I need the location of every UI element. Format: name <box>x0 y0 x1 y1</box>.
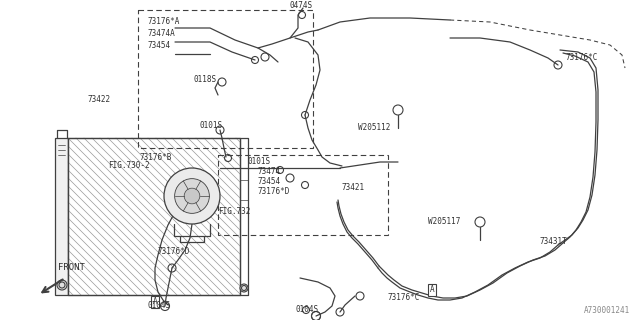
Text: FIG.730-2: FIG.730-2 <box>108 161 150 170</box>
Polygon shape <box>55 138 68 295</box>
Text: 73474: 73474 <box>258 167 281 177</box>
Text: 73474A: 73474A <box>148 29 176 38</box>
Bar <box>68 138 240 295</box>
Circle shape <box>240 284 248 292</box>
Text: A: A <box>429 285 435 294</box>
Text: 73454: 73454 <box>258 178 281 187</box>
Text: 0118S: 0118S <box>193 76 216 84</box>
Text: 73176*B: 73176*B <box>140 154 172 163</box>
Text: 0101S: 0101S <box>248 157 271 166</box>
Text: 73176*A: 73176*A <box>148 18 180 27</box>
Bar <box>68 138 240 295</box>
Text: 73431T: 73431T <box>540 237 568 246</box>
Circle shape <box>164 168 220 224</box>
Text: 73176*C: 73176*C <box>565 53 597 62</box>
Text: FRONT: FRONT <box>58 263 85 272</box>
Text: 0104S: 0104S <box>148 301 171 310</box>
Text: 73421: 73421 <box>342 183 365 193</box>
Text: 73176*D: 73176*D <box>158 247 190 257</box>
Circle shape <box>184 188 200 204</box>
Text: 73176*C: 73176*C <box>388 293 420 302</box>
Text: 73422: 73422 <box>88 95 111 105</box>
Text: W205112: W205112 <box>358 124 390 132</box>
Circle shape <box>175 179 209 213</box>
Circle shape <box>57 280 67 290</box>
Text: W205117: W205117 <box>428 218 460 227</box>
Text: 0101S: 0101S <box>200 122 223 131</box>
Text: 0474S: 0474S <box>290 2 313 11</box>
Text: A: A <box>153 298 157 307</box>
Text: FIG.732: FIG.732 <box>218 207 250 217</box>
Text: 73176*D: 73176*D <box>258 188 291 196</box>
Text: A730001241: A730001241 <box>584 306 630 315</box>
Bar <box>218 155 388 235</box>
Text: 73454: 73454 <box>148 42 171 51</box>
Bar <box>138 10 313 148</box>
Text: 0104S: 0104S <box>295 306 318 315</box>
